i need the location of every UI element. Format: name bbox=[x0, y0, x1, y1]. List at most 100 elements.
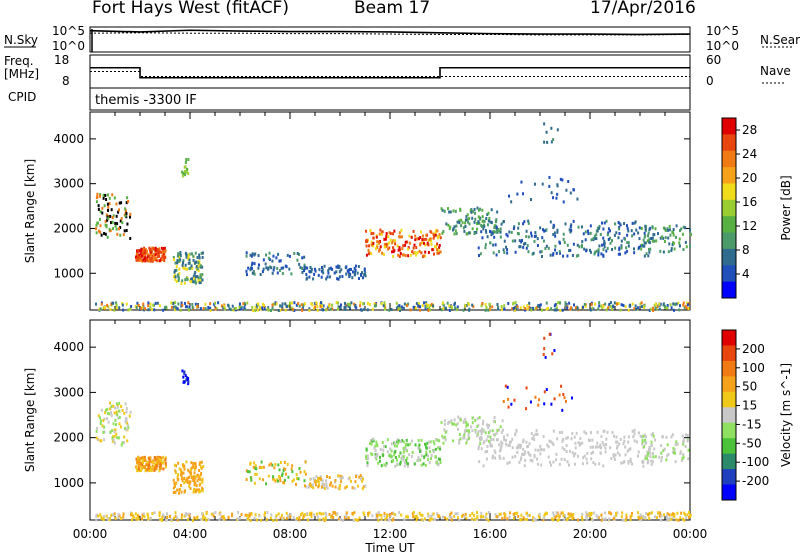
velocity-echo-cell bbox=[412, 515, 415, 519]
power-echo-cell bbox=[573, 303, 576, 307]
velocity-echo-cell bbox=[450, 516, 453, 520]
power-echo-cell bbox=[265, 253, 268, 257]
power-echo-cell bbox=[547, 306, 550, 310]
power-echo-cell bbox=[186, 277, 189, 281]
velocity-echo-cell bbox=[190, 466, 193, 470]
power-echo-cell bbox=[588, 248, 591, 252]
power-echo-cell bbox=[438, 233, 441, 237]
velocity-echo-cell bbox=[561, 439, 564, 443]
velocity-echo-cell bbox=[272, 477, 275, 481]
velocity-echo-cell bbox=[371, 453, 374, 457]
power-echo-cell bbox=[576, 197, 579, 201]
velocity-echo-cell bbox=[571, 431, 574, 435]
power-echo-cell bbox=[316, 308, 319, 312]
velocity-echo-cell bbox=[522, 438, 525, 442]
power-echo-cell bbox=[678, 244, 681, 248]
power-echo-cell bbox=[357, 264, 360, 268]
power-echo-cell bbox=[195, 265, 198, 269]
velocity-echo-cell bbox=[478, 436, 481, 440]
power-echo-cell bbox=[128, 215, 131, 219]
power-echo-cell bbox=[154, 301, 157, 305]
velocity-echo-cell bbox=[622, 442, 625, 446]
velocity-echo-cell bbox=[626, 449, 629, 453]
power-echo-cell bbox=[493, 224, 496, 228]
velocity-echo-cell bbox=[118, 409, 121, 413]
power-echo-cell bbox=[491, 305, 494, 309]
velocity-echo-cell bbox=[450, 419, 453, 423]
power-echo-cell bbox=[631, 302, 634, 306]
power-echo-cell bbox=[495, 225, 498, 229]
power-echo-cell bbox=[249, 253, 252, 257]
velocity-echo-cell bbox=[519, 444, 522, 448]
velocity-echo-cell bbox=[108, 412, 111, 416]
velocity-echo-cell bbox=[378, 459, 381, 463]
velocity-echo-cell bbox=[137, 467, 140, 471]
velocity-echo-cell bbox=[489, 429, 492, 433]
velocity-echo-cell bbox=[183, 476, 186, 480]
velocity-echo-cell bbox=[594, 445, 597, 449]
power-echo-cell bbox=[589, 250, 592, 254]
power-echo-cell bbox=[612, 305, 615, 309]
velocity-echo-cell bbox=[537, 462, 540, 466]
power-echo-cell bbox=[149, 305, 152, 309]
power-echo-cell bbox=[499, 235, 502, 239]
velocity-echo-cell bbox=[585, 457, 588, 461]
velocity-echo-cell bbox=[563, 396, 566, 400]
power-echo-cell bbox=[328, 267, 331, 271]
power-echo-cell bbox=[525, 235, 528, 239]
velocity-echo-cell bbox=[186, 476, 189, 480]
velocity-echo-cell bbox=[613, 458, 616, 462]
velocity-echo-cell bbox=[364, 484, 367, 488]
velocity-echo-cell bbox=[417, 458, 420, 462]
velocity-echo-cell bbox=[122, 440, 125, 444]
power-echo-cell bbox=[176, 261, 179, 265]
velocity-echo-cell bbox=[673, 448, 676, 452]
power-echo-cell bbox=[421, 304, 424, 308]
power-echo-cell bbox=[449, 210, 452, 214]
velocity-echo-cell bbox=[182, 471, 185, 475]
time-tick-label: 00:00 bbox=[73, 527, 108, 541]
velocity-echo-cell bbox=[317, 485, 320, 489]
velocity-echo-cell bbox=[292, 516, 295, 520]
velocity-echo-cell bbox=[508, 515, 511, 519]
velocity-echo-cell bbox=[193, 516, 196, 520]
power-echo-cell bbox=[262, 258, 265, 262]
power-echo-cell bbox=[292, 308, 295, 312]
power-echo-cell bbox=[583, 247, 586, 251]
power-echo-cell bbox=[338, 265, 341, 269]
power-echo-cell bbox=[187, 255, 190, 259]
velocity-echo-cell bbox=[676, 442, 679, 446]
power-echo-cell bbox=[640, 226, 643, 230]
velocity-echo-cell bbox=[484, 431, 487, 435]
velocity-echo-cell bbox=[181, 369, 184, 373]
power-echo-cell bbox=[546, 140, 549, 144]
velocity-echo-cell bbox=[330, 481, 333, 485]
power-echo-cell bbox=[556, 228, 559, 232]
velocity-echo-cell bbox=[154, 463, 157, 467]
velocity-echo-cell bbox=[550, 402, 553, 406]
velocity-echo-cell bbox=[435, 438, 438, 442]
velocity-echo-cell bbox=[176, 477, 179, 481]
velocity-echo-cell bbox=[430, 454, 433, 458]
velocity-echo-cell bbox=[196, 488, 199, 492]
power-echo-cell bbox=[624, 305, 627, 309]
power-echo-cell bbox=[182, 171, 185, 175]
velocity-echo-cell bbox=[238, 516, 241, 520]
velocity-echo-cell bbox=[374, 449, 377, 453]
velocity-echo-cell bbox=[454, 512, 457, 516]
velocity-echo-cell bbox=[269, 516, 272, 520]
velocity-echo-cell bbox=[332, 510, 335, 514]
velocity-echo-cell bbox=[434, 455, 437, 459]
power-echo-cell bbox=[421, 238, 424, 242]
velocity-echo-cell bbox=[285, 516, 288, 520]
nave-line bbox=[90, 71, 690, 77]
power-echo-cell bbox=[545, 307, 548, 311]
power-echo-cell bbox=[654, 302, 657, 306]
power-echo-cell bbox=[552, 225, 555, 229]
power-echo-cell bbox=[400, 228, 403, 232]
velocity-echo-cell bbox=[114, 418, 117, 422]
power-echo-cell bbox=[198, 281, 201, 285]
velocity-echo-cell bbox=[487, 519, 490, 523]
velocity-echo-cell bbox=[339, 518, 342, 522]
power-echo-cell bbox=[655, 307, 658, 311]
